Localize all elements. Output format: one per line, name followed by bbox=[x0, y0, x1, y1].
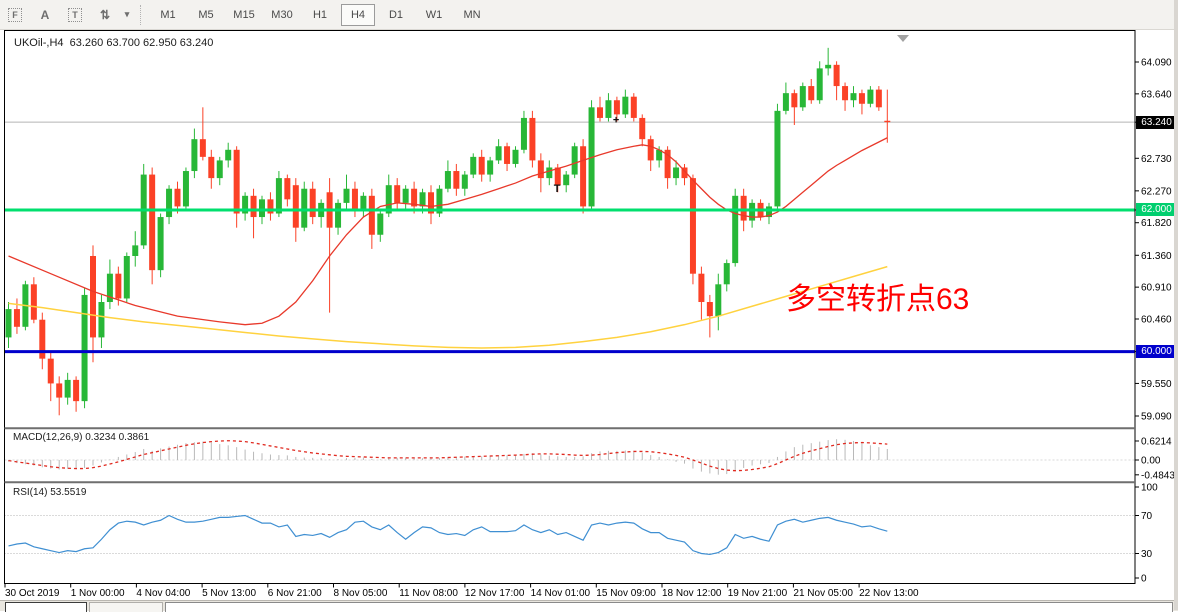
svg-text:100: 100 bbox=[1141, 483, 1158, 494]
svg-text:61.820: 61.820 bbox=[1141, 218, 1172, 229]
svg-text:11 Nov 08:00: 11 Nov 08:00 bbox=[399, 588, 458, 599]
svg-text:6 Nov 21:00: 6 Nov 21:00 bbox=[268, 588, 322, 599]
cursor-mode-icon[interactable]: ⇅ bbox=[92, 4, 118, 26]
timeframe-m1-button[interactable]: M1 bbox=[160, 8, 176, 21]
svg-text:70: 70 bbox=[1141, 511, 1153, 522]
svg-text:4 Nov 04:00: 4 Nov 04:00 bbox=[136, 588, 190, 599]
chart-tab-pane[interactable] bbox=[165, 602, 1173, 612]
svg-text:0.6214: 0.6214 bbox=[1141, 436, 1172, 447]
timeframe-w1-button[interactable]: W1 bbox=[425, 8, 443, 21]
svg-text:8 Nov 05:00: 8 Nov 05:00 bbox=[334, 588, 388, 599]
svg-text:18 Nov 12:00: 18 Nov 12:00 bbox=[662, 588, 722, 599]
timeframe-h1-button[interactable]: H1 bbox=[312, 8, 328, 21]
symbol-ohlc: 63.260 63.700 62.950 63.240 bbox=[69, 37, 214, 49]
current-price-tag: 63.240 bbox=[1136, 116, 1177, 129]
svg-text:64.090: 64.090 bbox=[1141, 58, 1172, 69]
svg-text:+: + bbox=[613, 114, 619, 126]
svg-text:30 Oct 2019: 30 Oct 2019 bbox=[5, 588, 60, 599]
svg-text:12 Nov 17:00: 12 Nov 17:00 bbox=[465, 588, 525, 599]
dotted-frame-f-icon[interactable]: F bbox=[2, 4, 28, 26]
svg-text:-0.4843: -0.4843 bbox=[1141, 470, 1175, 481]
chart-tab-active[interactable] bbox=[5, 602, 87, 612]
svg-text:62.730: 62.730 bbox=[1141, 154, 1172, 165]
svg-text:59.090: 59.090 bbox=[1141, 412, 1172, 423]
svg-text:14 Nov 01:00: 14 Nov 01:00 bbox=[531, 588, 591, 599]
timeframe-m30-button[interactable]: M30 bbox=[271, 8, 293, 21]
toolbar: F A T ⇅ ▾ M1 M5 M15 M30 H1 H4 D1 W1 MN bbox=[0, 0, 1178, 30]
svg-text:60.910: 60.910 bbox=[1141, 283, 1172, 294]
cursor-mode-glyph: ⇅ bbox=[99, 7, 111, 22]
macd-indicator-label: MACD(12,26,9) 0.3234 0.3861 bbox=[13, 432, 150, 443]
timeframe-m15-button[interactable]: M15 bbox=[233, 8, 255, 21]
green-level-price-tag: 62.000 bbox=[1136, 203, 1177, 216]
dropdown-caret-icon[interactable]: ▾ bbox=[124, 9, 130, 19]
svg-text:63.640: 63.640 bbox=[1141, 89, 1172, 100]
symbol-name: UKOil-,H4 bbox=[14, 37, 64, 49]
chart-annotation-text: 多空转折点63 bbox=[786, 283, 970, 316]
text-a-glyph: A bbox=[40, 7, 50, 22]
rsi-indicator-label: RSI(14) 53.5519 bbox=[13, 487, 87, 498]
symbol-title: UKOil-,H4 63.260 63.700 62.950 63.240 bbox=[14, 37, 213, 49]
svg-text:T: T bbox=[554, 183, 561, 195]
svg-text:22 Nov 13:00: 22 Nov 13:00 bbox=[859, 588, 919, 599]
blue-level-price-tag: 60.000 bbox=[1136, 345, 1177, 358]
chart-tab-bar bbox=[0, 600, 1178, 612]
window-right-edge bbox=[1174, 0, 1178, 610]
svg-text:0: 0 bbox=[1141, 574, 1147, 585]
text-box-icon[interactable]: T bbox=[62, 4, 88, 26]
svg-text:30: 30 bbox=[1141, 549, 1153, 560]
timeframe-m5-button[interactable]: M5 bbox=[198, 8, 214, 21]
svg-text:59.550: 59.550 bbox=[1141, 379, 1172, 390]
toolbar-grip bbox=[140, 4, 141, 25]
svg-text:15 Nov 09:00: 15 Nov 09:00 bbox=[596, 588, 656, 599]
svg-text:1 Nov 00:00: 1 Nov 00:00 bbox=[71, 588, 125, 599]
dotted-frame-f-glyph: F bbox=[8, 7, 22, 22]
svg-text:61.360: 61.360 bbox=[1141, 251, 1172, 262]
timeframe-mn-button[interactable]: MN bbox=[463, 8, 481, 21]
svg-text:19 Nov 21:00: 19 Nov 21:00 bbox=[728, 588, 788, 599]
chart-tab[interactable] bbox=[89, 602, 163, 612]
timeframe-d1-button[interactable]: D1 bbox=[388, 8, 404, 21]
timeframe-h4-button[interactable]: H4 bbox=[341, 3, 375, 26]
svg-text:5 Nov 13:00: 5 Nov 13:00 bbox=[202, 588, 256, 599]
svg-text:21 Nov 05:00: 21 Nov 05:00 bbox=[793, 588, 853, 599]
svg-text:60.460: 60.460 bbox=[1141, 315, 1172, 326]
text-box-glyph: T bbox=[68, 7, 82, 22]
text-a-icon[interactable]: A bbox=[32, 4, 58, 26]
svg-text:0.00: 0.00 bbox=[1141, 456, 1161, 467]
svg-text:62.270: 62.270 bbox=[1141, 186, 1172, 197]
